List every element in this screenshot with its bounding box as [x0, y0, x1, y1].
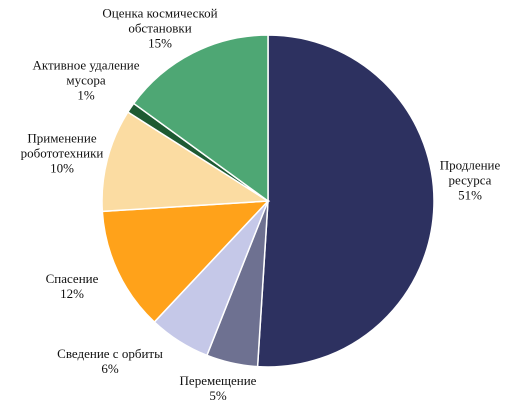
category-label: Продление ресурса [439, 157, 501, 188]
value-label: 6% [101, 361, 119, 376]
value-label: 5% [209, 388, 227, 403]
value-label: 12% [60, 286, 84, 301]
category-label: Оценка космической обстановки [102, 5, 218, 36]
category-label: Сведение с орбиты [57, 346, 163, 361]
slice-label: Перемещение 5% [163, 373, 273, 403]
category-label: Применение робототехники [20, 130, 104, 161]
category-label: Перемещение [179, 373, 257, 388]
pie-slice [101, 200, 270, 324]
slice-label: Спасение 12% [27, 271, 117, 301]
pie-slice [256, 34, 435, 368]
value-label: 1% [77, 87, 95, 103]
category-label: Активное удаление мусора [32, 57, 140, 88]
pie-slice [132, 34, 269, 203]
value-label: 15% [148, 35, 172, 51]
slice-label: Применение робототехники 10% [12, 131, 112, 176]
slice-label: Оценка космической обстановки 15% [85, 6, 235, 51]
slice-label: Продление ресурса 51% [430, 158, 510, 203]
category-label: Спасение [45, 271, 99, 286]
slice-label: Активное удаление мусора 1% [24, 58, 149, 103]
slice-label: Сведение с орбиты 6% [30, 346, 190, 376]
pie-slice [101, 111, 271, 213]
value-label: 51% [458, 187, 482, 203]
value-label: 10% [50, 160, 74, 176]
